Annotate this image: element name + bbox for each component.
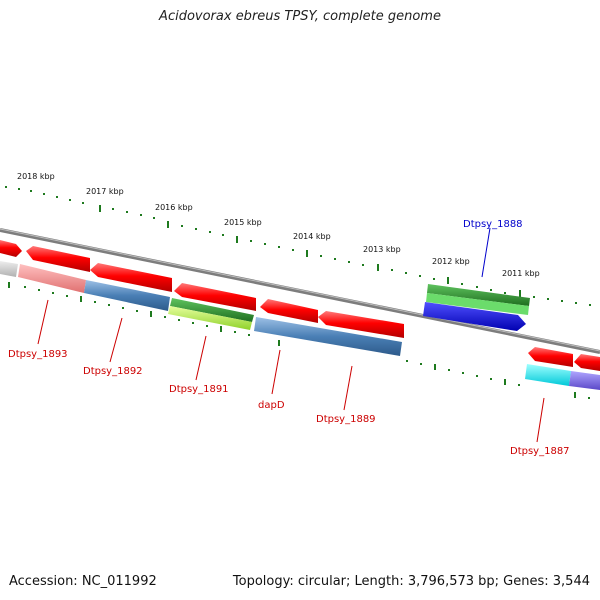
scale-label: 2013 kbp xyxy=(363,245,401,254)
scale-label: 2017 kbp xyxy=(86,187,124,196)
gene-labels: Dtpsy_1893 Dtpsy_1892 Dtpsy_1891 dapD Dt… xyxy=(8,219,570,457)
feature-darkgreen xyxy=(170,298,254,322)
gene-label: Dtpsy_1888 xyxy=(463,219,523,230)
feature-darkgreen xyxy=(427,284,530,306)
scale-labels: 2018 kbp 2017 kbp 2016 kbp 2015 kbp 2014… xyxy=(17,172,540,278)
feature-purple xyxy=(569,371,600,390)
feature-gray xyxy=(0,261,18,277)
gene-label: Dtpsy_1892 xyxy=(83,366,143,377)
scale-label: 2011 kbp xyxy=(502,269,540,278)
scale-label: 2016 kbp xyxy=(155,203,193,212)
accession-text: Accession: NC_011992 xyxy=(9,574,157,589)
map-title: Acidovorax ebreus TPSY, complete genome xyxy=(159,9,441,24)
gene-label: Dtpsy_1893 xyxy=(8,349,68,360)
feature-cyan xyxy=(525,364,571,386)
forward-strand-fill xyxy=(0,240,600,371)
gene-label: Dtpsy_1891 xyxy=(169,384,229,395)
feature-steelblue xyxy=(84,280,170,311)
scale-label: 2014 kbp xyxy=(293,232,331,241)
feature-green xyxy=(426,293,529,315)
label-leaders xyxy=(37,227,545,443)
gene-label: dapD xyxy=(258,400,285,411)
gene-label: Dtpsy_1889 xyxy=(316,414,376,425)
feature-tracks xyxy=(0,261,600,390)
scale-label: 2015 kbp xyxy=(224,218,262,227)
feature-pink xyxy=(18,264,86,293)
outer-scale-ticks xyxy=(5,186,591,306)
genome-backbone-highlight xyxy=(0,228,600,352)
inner-scale-ticks xyxy=(8,282,590,399)
gene-label: Dtpsy_1887 xyxy=(510,446,570,457)
scale-label: 2018 kbp xyxy=(17,172,55,181)
feature-lightgreen xyxy=(168,306,252,330)
feature-blue xyxy=(423,302,526,331)
scale-label: 2012 kbp xyxy=(432,257,470,266)
feature-steelblue xyxy=(254,317,402,356)
genome-summary-text: Topology: circular; Length: 3,796,573 bp… xyxy=(232,574,590,589)
